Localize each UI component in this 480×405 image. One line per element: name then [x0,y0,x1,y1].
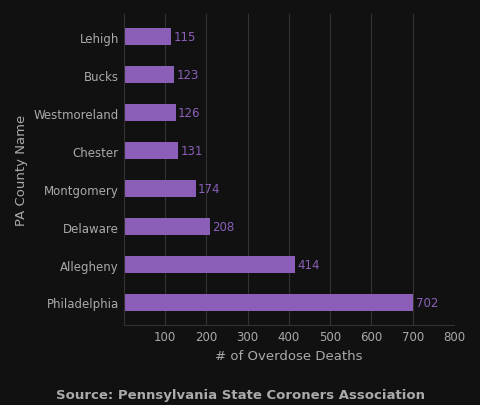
Bar [124,29,171,46]
Bar [124,181,195,198]
Text: 126: 126 [178,107,201,120]
Text: 414: 414 [297,258,320,271]
Text: 131: 131 [180,145,203,158]
Y-axis label: PA County Name: PA County Name [15,115,28,226]
Text: Source: Pennsylvania State Coroners Association: Source: Pennsylvania State Coroners Asso… [56,388,424,401]
Bar [124,105,176,122]
Bar [124,143,178,160]
Text: 702: 702 [416,296,438,309]
Text: 123: 123 [177,69,199,82]
Text: 174: 174 [198,183,220,196]
Bar [124,218,210,235]
Text: 115: 115 [174,31,196,44]
Bar [124,294,413,311]
Text: 208: 208 [212,220,234,233]
X-axis label: # of Overdose Deaths: # of Overdose Deaths [215,349,362,362]
Bar [124,67,174,84]
Bar [124,256,295,273]
